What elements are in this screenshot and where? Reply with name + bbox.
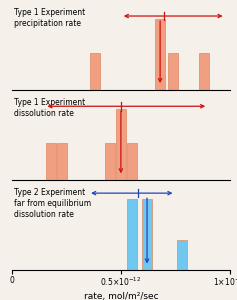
Bar [90, 53, 100, 89]
X-axis label: rate, mol/m²/sec: rate, mol/m²/sec [84, 292, 158, 300]
Bar [57, 143, 67, 180]
Bar [142, 199, 152, 270]
Bar [168, 53, 178, 89]
Bar [155, 19, 165, 89]
Bar [199, 53, 209, 89]
Text: Type 1 Experiment
precipitation rate: Type 1 Experiment precipitation rate [14, 8, 85, 28]
Text: Type 2 Experiment
far from equilibrium
dissolution rate: Type 2 Experiment far from equilibrium d… [14, 188, 91, 219]
Bar [127, 199, 137, 270]
Text: Type 1 Experiment
dissolution rate: Type 1 Experiment dissolution rate [14, 98, 85, 118]
Bar [116, 109, 126, 180]
Bar [105, 143, 115, 180]
Bar [177, 240, 187, 270]
Bar [46, 143, 56, 180]
Bar [127, 143, 137, 180]
